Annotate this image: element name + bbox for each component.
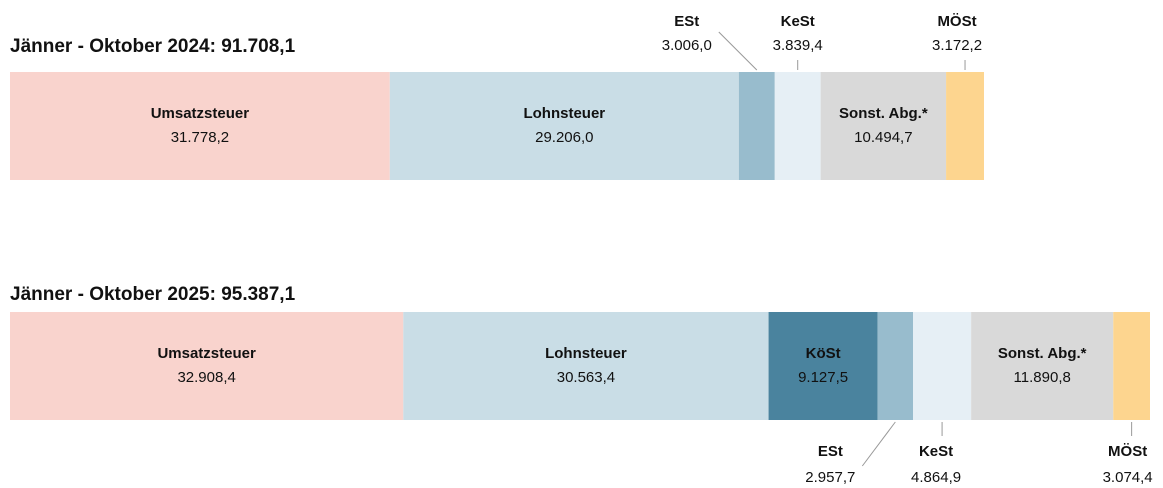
segment-label: ESt (674, 13, 699, 30)
value-label: 9.127,5 (798, 369, 848, 386)
segment-label: KeSt (781, 13, 815, 30)
chart-title: Jänner - Oktober 2024: 91.708,1 (10, 36, 296, 57)
leader-line (718, 31, 758, 71)
segment-label: MÖSt (937, 13, 976, 30)
segment-label: ESt (818, 443, 843, 460)
value-label: 3.172,2 (932, 37, 982, 54)
bar-segment (946, 72, 984, 180)
value-label: 11.890,8 (1014, 369, 1071, 386)
bar-segment (10, 312, 404, 420)
value-label: 32.908,4 (177, 369, 235, 386)
segment-label: Sonst. Abg.* (998, 345, 1087, 362)
bar-segment (768, 312, 878, 420)
bar-segment (774, 72, 821, 180)
value-label: 2.957,7 (805, 469, 855, 486)
value-label: 3.839,4 (773, 37, 823, 54)
value-label: 3.074,4 (1103, 469, 1153, 486)
value-label: 10.494,7 (854, 129, 912, 146)
segment-label: KeSt (919, 443, 953, 460)
segment-label: Umsatzsteuer (157, 345, 256, 362)
segment-label: MÖSt (1108, 443, 1147, 460)
segment-label: Sonst. Abg.* (839, 105, 928, 122)
value-label: 4.864,9 (911, 469, 961, 486)
bar-segment (403, 312, 769, 420)
leader-line (861, 421, 896, 467)
value-label: 29.206,0 (535, 129, 593, 146)
bar-segment (820, 72, 947, 180)
value-label: 31.778,2 (171, 129, 229, 146)
segment-label: KöSt (806, 345, 841, 362)
segment-label: Umsatzsteuer (151, 105, 250, 122)
value-label: 3.006,0 (662, 37, 712, 54)
bar-segment (971, 312, 1114, 420)
bar-segment (877, 312, 914, 420)
bar-segment (389, 72, 739, 180)
bar-segment (10, 72, 390, 180)
segment-label: Lohnsteuer (523, 105, 605, 122)
value-label: 30.563,4 (557, 369, 615, 386)
segment-label: Lohnsteuer (545, 345, 627, 362)
bar-segment (1113, 312, 1150, 420)
chart-title: Jänner - Oktober 2025: 95.387,1 (10, 284, 296, 305)
bar-segment (913, 312, 972, 420)
bar-segment (738, 72, 775, 180)
